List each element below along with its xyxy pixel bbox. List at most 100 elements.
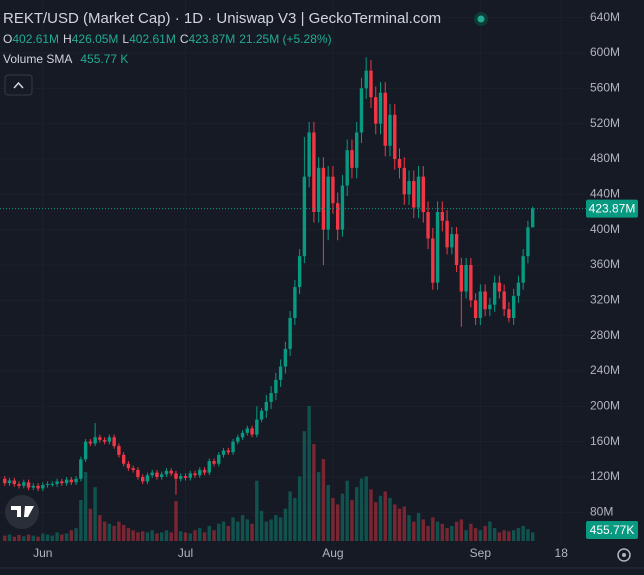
- candle-body: [288, 317, 292, 349]
- candle-body: [74, 478, 78, 483]
- volume-bar: [388, 497, 392, 541]
- candle-body: [302, 176, 307, 257]
- volume-bar: [155, 533, 159, 541]
- collapse-icon: [13, 81, 24, 89]
- volume-bar: [321, 459, 326, 541]
- candle-body: [22, 482, 26, 486]
- volume-bar: [3, 535, 7, 541]
- volume-bar: [492, 528, 497, 541]
- y-tick-label: 240M: [590, 363, 620, 377]
- volume-bar: [98, 515, 102, 541]
- volume-bar: [364, 476, 368, 541]
- volume-bar: [511, 530, 516, 541]
- candle-body: [530, 208, 535, 228]
- candle-body: [312, 132, 316, 212]
- volume-bar: [383, 491, 387, 541]
- volume-bar: [140, 531, 145, 541]
- volume-bar: [312, 444, 316, 541]
- volume-bar: [454, 521, 459, 541]
- candles: [3, 57, 535, 495]
- candle-body: [207, 461, 211, 473]
- candle-body: [511, 295, 516, 318]
- candle-body: [150, 472, 154, 476]
- collapse-button[interactable]: [4, 74, 33, 96]
- candle-body: [369, 70, 373, 98]
- candle-body: [64, 479, 69, 484]
- candle-body: [117, 446, 121, 455]
- candle-body: [355, 132, 359, 168]
- volume-bar: [464, 530, 468, 541]
- volume-bar: [416, 513, 421, 541]
- candle-body: [12, 480, 16, 485]
- candle-body: [454, 234, 459, 265]
- candle-body: [221, 450, 226, 455]
- logo-mark: [11, 506, 34, 517]
- volume-bar: [126, 528, 131, 541]
- candle-body: [36, 485, 40, 489]
- volume-bar: [521, 525, 525, 541]
- candle-body: [169, 470, 173, 474]
- candle-body: [259, 410, 264, 420]
- ohlc-value: 426.05M: [72, 32, 119, 46]
- candle-body: [374, 97, 378, 124]
- volume-bar: [502, 530, 506, 541]
- volume-bar: [193, 530, 197, 541]
- volume-bar: [335, 504, 340, 541]
- candle-body: [316, 167, 321, 212]
- candle-body: [359, 88, 364, 133]
- volume-bar: [31, 535, 35, 541]
- volume-bar: [183, 532, 188, 541]
- volume-bar: [483, 525, 487, 541]
- settings-button[interactable]: [617, 548, 631, 562]
- volume-bar: [435, 521, 440, 541]
- volume-bar: [179, 531, 183, 541]
- settings-icon: [622, 553, 626, 557]
- volume-bar: [488, 521, 492, 541]
- candle-body: [79, 459, 83, 479]
- volume-bar: [93, 487, 97, 541]
- volume-bar: [302, 431, 307, 541]
- candle-body: [416, 176, 421, 208]
- candle-body: [41, 484, 45, 489]
- status-dot: [477, 15, 485, 23]
- volume-bar: [83, 472, 88, 541]
- volume-bar: [60, 534, 64, 541]
- volume-bar: [160, 532, 164, 541]
- volume-bar: [297, 476, 302, 541]
- y-tick-label: 80M: [590, 504, 613, 518]
- volume-sma-tag: [586, 521, 638, 539]
- x-tick-label: Aug: [322, 546, 343, 560]
- y-tick-label: 400M: [590, 222, 620, 236]
- volume-bar: [202, 532, 207, 541]
- candle-body: [188, 473, 192, 478]
- candle-body: [17, 484, 21, 486]
- volume-bar: [274, 515, 278, 541]
- candle-body: [250, 428, 254, 435]
- y-tick-label: 640M: [590, 10, 620, 24]
- candle-body: [278, 366, 283, 380]
- candle-body: [293, 287, 297, 318]
- volume-bar: [459, 519, 464, 541]
- last-price-label: 423.87M: [589, 202, 636, 216]
- candle-body: [388, 114, 392, 146]
- volume-bar: [397, 508, 402, 541]
- candle-body: [155, 472, 159, 477]
- candle-body: [478, 291, 483, 318]
- candle-body: [459, 264, 464, 292]
- candle-body: [383, 92, 387, 146]
- candle-body: [212, 461, 216, 464]
- volume-bar: [7, 534, 12, 541]
- volume-bar: [255, 480, 259, 541]
- volume-bar: [478, 530, 483, 541]
- candle-body: [492, 282, 497, 305]
- volume-bar: [131, 530, 135, 541]
- volume-bar: [426, 525, 430, 541]
- candle-body: [98, 437, 102, 440]
- volume-bars: [3, 405, 535, 541]
- x-tick-label: 18: [555, 546, 569, 560]
- candle-body: [331, 176, 335, 204]
- volume-legend-name: Volume SMA: [3, 52, 72, 66]
- volume-bar: [79, 500, 83, 541]
- candle-body: [321, 167, 326, 230]
- candle-body: [445, 220, 449, 248]
